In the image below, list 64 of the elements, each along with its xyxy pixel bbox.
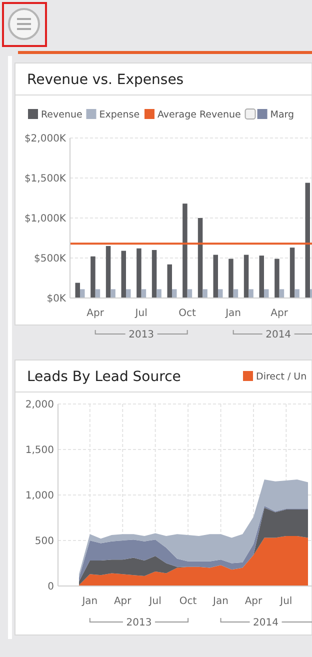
x-tick-label: Oct — [178, 308, 196, 319]
text: 2013 — [128, 330, 154, 340]
text: 2013 — [126, 618, 152, 628]
y-tick-label: $1,500K — [24, 174, 66, 184]
bar — [126, 289, 131, 298]
x-tick-label: Oct — [179, 596, 197, 607]
bar — [75, 282, 80, 298]
text: 2014 — [253, 618, 278, 628]
bar — [187, 289, 192, 298]
bar — [305, 182, 310, 298]
bar — [218, 289, 223, 298]
x-tick-label: Jan — [81, 596, 98, 607]
x-tick-label: Apr — [86, 308, 105, 319]
x-tick-label: Apr — [270, 308, 289, 319]
text: 2014 — [266, 330, 292, 340]
y-tick-label: 1,500 — [25, 445, 54, 456]
x-tick-label: Jan — [212, 596, 228, 607]
bar — [167, 264, 172, 298]
y-tick-label: $1,000K — [24, 214, 66, 224]
x-tick-label: Jul — [279, 596, 292, 607]
x-tick-label: Jul — [134, 308, 148, 319]
bar — [279, 289, 284, 298]
bar — [248, 289, 254, 298]
bar — [80, 289, 85, 298]
legend-label: Direct / Un — [256, 371, 307, 382]
bar — [213, 254, 218, 298]
bar — [233, 289, 238, 298]
bar — [294, 289, 300, 298]
bar — [136, 248, 142, 298]
bar — [106, 246, 111, 298]
legend-label: Marg — [270, 109, 294, 120]
bar — [152, 250, 157, 298]
bar — [228, 258, 234, 298]
y-tick-label: 1,000 — [25, 490, 54, 502]
chart-title: Revenue vs. Expenses — [27, 72, 184, 88]
legend-label: Revenue — [41, 109, 83, 120]
y-tick-label: 0 — [48, 582, 54, 592]
y-tick-label: $500K — [34, 254, 66, 264]
x-tick-label: Jul — [148, 596, 162, 607]
y-tick-label: $2,000K — [24, 134, 66, 144]
y-tick-label: $0K — [46, 294, 66, 304]
bar — [290, 248, 295, 298]
chart-title: Leads By Lead Source — [27, 368, 181, 385]
bar — [110, 289, 116, 298]
x-tick-label: Jan — [224, 308, 242, 319]
bar — [95, 289, 100, 298]
bar — [198, 218, 203, 298]
bar — [156, 289, 162, 298]
legend-label: Average Revenue — [157, 109, 242, 120]
bar — [141, 289, 146, 298]
bar — [259, 256, 264, 298]
y-tick-label: 500 — [34, 536, 54, 547]
y-tick-label: 2,000 — [25, 400, 54, 410]
bar — [274, 258, 280, 298]
legend-label: Expense — [99, 109, 140, 120]
bar — [90, 256, 96, 298]
bar — [264, 289, 269, 298]
bar — [182, 204, 188, 298]
bar — [202, 289, 208, 298]
bar — [172, 289, 177, 298]
bar — [244, 254, 249, 298]
x-tick-label: Apr — [244, 596, 264, 607]
bar — [121, 250, 126, 298]
x-tick-label: Apr — [114, 596, 132, 607]
